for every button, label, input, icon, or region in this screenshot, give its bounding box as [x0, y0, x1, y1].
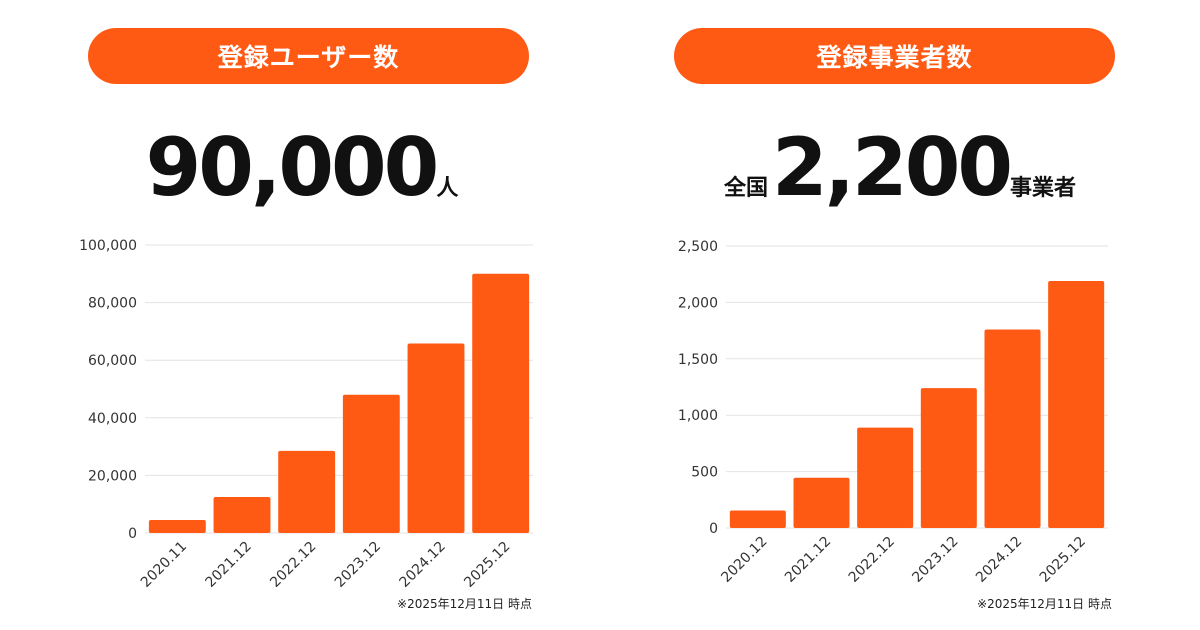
- x-tick-label: 2023.12: [332, 539, 384, 591]
- bar-2024.12: [984, 329, 1041, 528]
- registered-users-headline: 90,000 人: [0, 118, 600, 218]
- registered-businesses-headline: 全国 2,200 事業者: [600, 118, 1200, 218]
- registered-users-count: 90,000: [145, 121, 440, 214]
- x-tick-label: 2024.12: [973, 534, 1025, 586]
- y-tick-label: 0: [128, 526, 137, 542]
- bar-2022.12: [857, 427, 914, 528]
- bar-2021.12: [213, 497, 271, 533]
- x-tick-label: 2022.12: [267, 539, 319, 591]
- bar-2023.12: [920, 388, 977, 528]
- x-tick-label: 2021.12: [782, 534, 834, 586]
- registered-users-heading-label: 登録ユーザー数: [217, 43, 400, 72]
- x-tick-label: 2020.11: [138, 539, 190, 591]
- as-of-note: ※2025年12月11日 時点: [397, 597, 532, 611]
- registered-users-heading: 登録ユーザー数: [88, 28, 529, 84]
- x-tick-label: 2025.12: [461, 539, 513, 591]
- y-tick-label: 500: [691, 465, 718, 481]
- bar-2020.12: [729, 510, 786, 528]
- bar-2020.11: [148, 520, 206, 533]
- x-tick-label: 2024.12: [397, 539, 449, 591]
- y-tick-label: 40,000: [88, 411, 137, 427]
- x-tick-label: 2021.12: [203, 539, 255, 591]
- registered-businesses-heading-label: 登録事業者数: [816, 43, 973, 72]
- bar-2023.12: [342, 394, 400, 533]
- y-tick-label: 2,000: [678, 295, 718, 311]
- registered-businesses-count: 2,200: [771, 121, 1013, 214]
- bar-2024.12: [407, 343, 465, 533]
- x-tick-label: 2025.12: [1037, 534, 1089, 586]
- y-tick-label: 80,000: [88, 296, 137, 312]
- bar-2022.12: [278, 450, 336, 533]
- y-tick-label: 2,500: [678, 239, 718, 255]
- y-tick-label: 0: [709, 521, 718, 537]
- registered-users-panel: 登録ユーザー数 90,000 人 0 20,000 40,000 60,000 80,0…: [0, 28, 600, 611]
- registered-businesses-panel: 登録事業者数 全国 2,200 事業者 0 500 1,000 1,500 2,000 2…: [600, 0, 1200, 630]
- y-tick-label: 1,500: [678, 352, 718, 368]
- y-tick-label: 100,000: [79, 238, 137, 254]
- as-of-note: ※2025年12月11日 時点: [977, 597, 1112, 611]
- bar-2025.12: [472, 273, 530, 533]
- y-tick-label: 20,000: [88, 468, 137, 484]
- bar-2025.12: [1048, 280, 1105, 528]
- x-tick-label: 2023.12: [909, 534, 961, 586]
- headline-prefix: 全国: [723, 176, 768, 201]
- y-tick-label: 60,000: [88, 353, 137, 369]
- registered-businesses-heading: 登録事業者数: [674, 28, 1115, 84]
- x-tick-label: 2020.12: [718, 534, 770, 586]
- registered-businesses-unit: 事業者: [1010, 176, 1077, 201]
- bar-2021.12: [793, 477, 850, 528]
- x-tick-label: 2022.12: [846, 534, 898, 586]
- registered-users-unit: 人: [436, 176, 459, 201]
- y-tick-label: 1,000: [678, 408, 718, 424]
